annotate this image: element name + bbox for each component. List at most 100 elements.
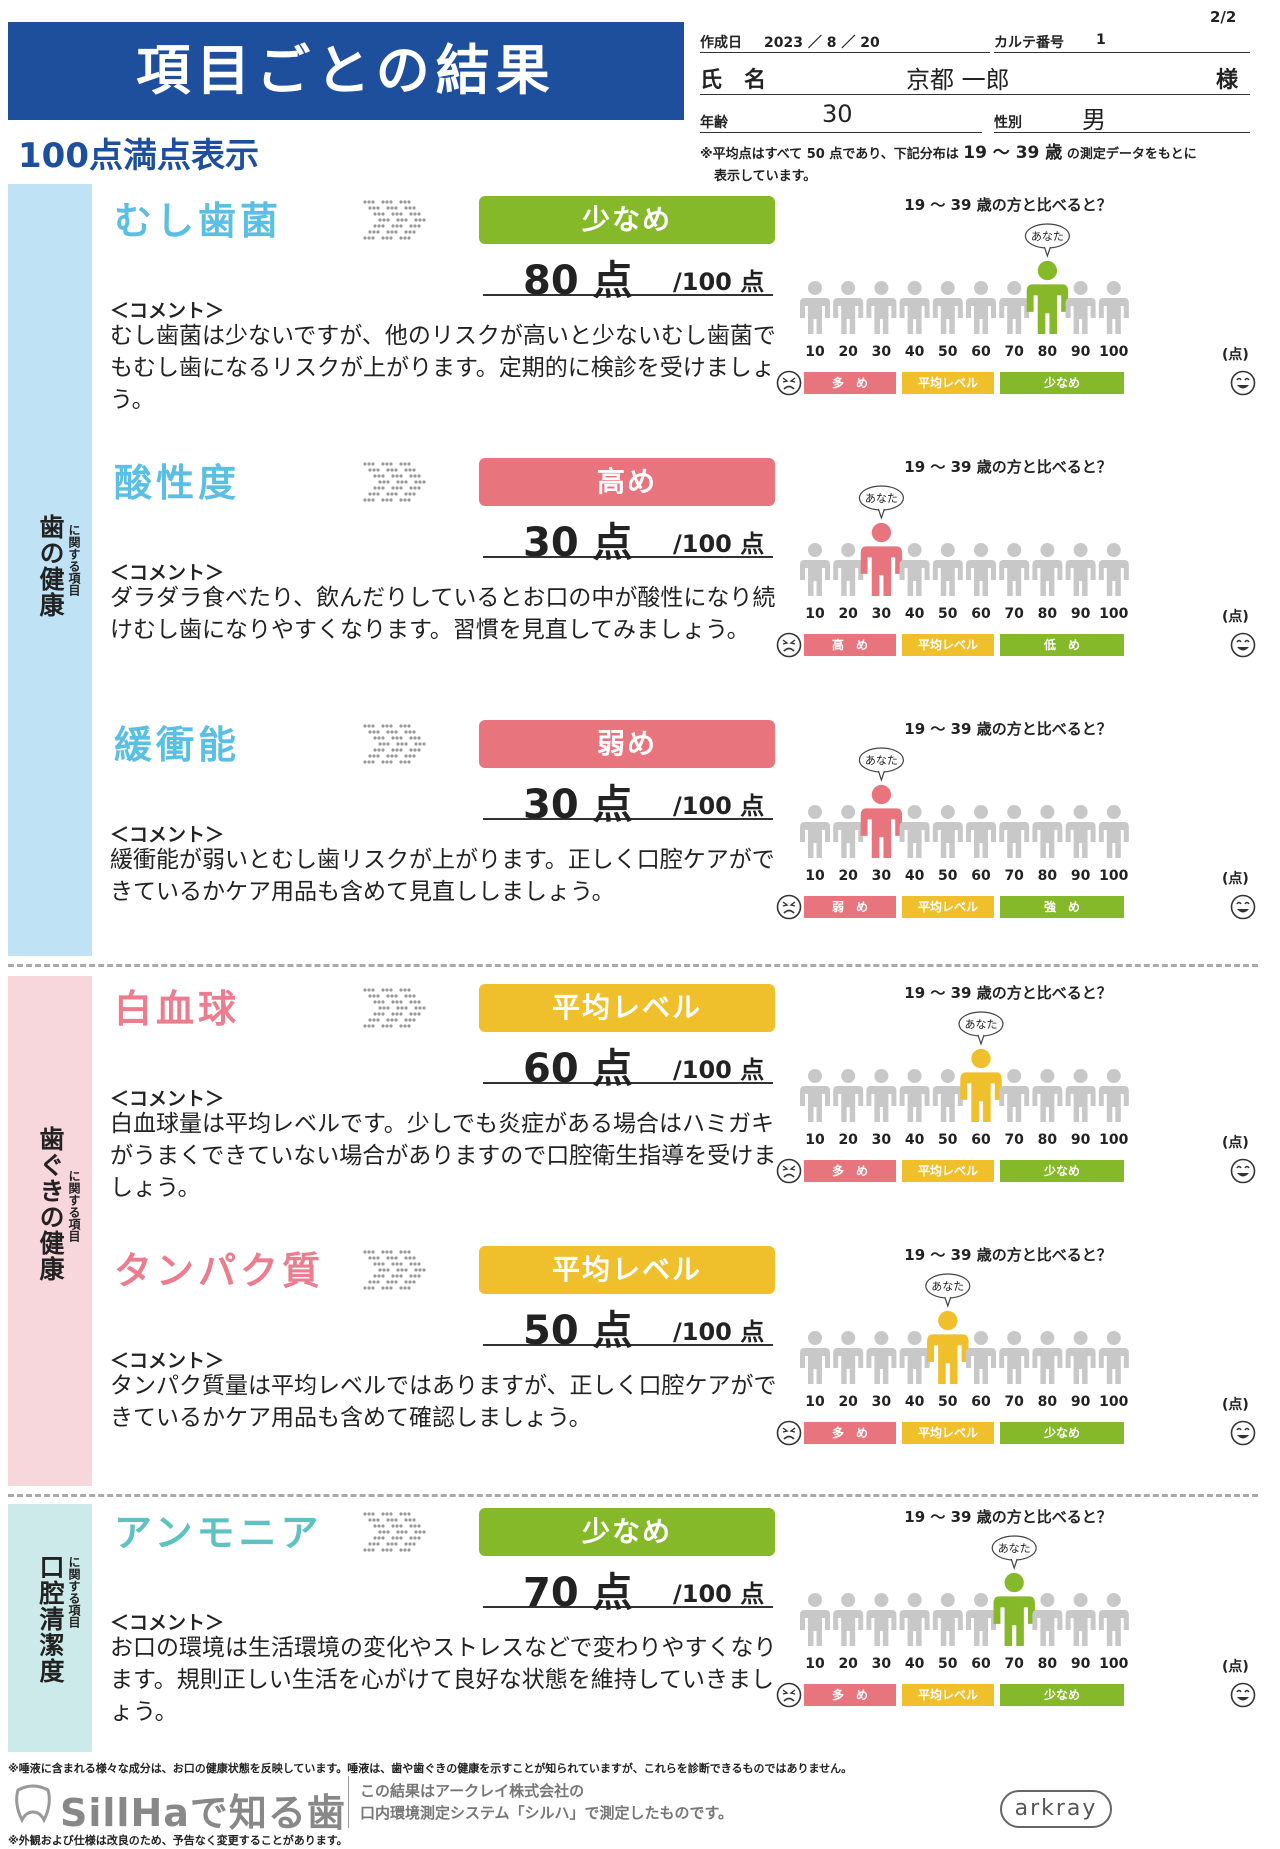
level-bar-high: 少なめ [1000,1684,1124,1706]
score-box: 50 点/100 点 [483,1296,773,1354]
you-figure-icon [927,1310,969,1384]
axis-tick-label: 90 [1070,868,1091,884]
score-value: 60 点 [523,1046,633,1092]
category-divider [8,964,1258,967]
axis-tick-label: 70 [1004,606,1024,622]
axis-tick-label: 40 [904,868,925,884]
person-figure-icon [1098,1069,1129,1122]
level-badge: 高め [479,458,775,506]
you-speech-bubble: あなた [1024,223,1070,258]
axis-tick-label: 60 [971,1656,991,1672]
chart-question: 19 〜 39 歳の方と比べると？ [904,720,1112,738]
score-value: 50 点 [523,1308,633,1354]
level-bar-high: 少なめ [1000,372,1124,394]
axis-tick-label: 70 [1004,1132,1024,1148]
axis-tick-label: 50 [938,344,958,360]
average-note-part1: ※平均点はすべて 50 点であり、下記分布は [700,147,959,162]
average-note-range: 19 〜 39 歳 [963,143,1063,163]
item-name: 緩衝能 [114,723,241,767]
axis-tick-label: 20 [838,344,858,360]
chevron-arrows-icon [361,1246,451,1298]
person-figure-icon [999,1069,1030,1122]
created-date-label: 作成日 [700,35,742,51]
comment-text: タンパク質量は平均レベルではありますが、正しく口腔ケアができているかケア用品も含… [110,1373,777,1431]
level-bar-average: 平均レベル [902,1160,994,1182]
smile-face-svg [1230,1158,1256,1184]
axis-tick-label: 60 [971,1132,991,1148]
people-figures: あなた [800,485,1129,596]
you-label: あなた [965,1018,998,1031]
person-figure-icon [866,1593,897,1646]
person-figure-icon [866,1069,897,1122]
sex-label: 性別 [994,115,1022,131]
axis-tick-label: 40 [904,1394,925,1410]
axis-tick-label: 50 [938,1132,958,1148]
comment-label: ＜コメント＞ [110,1350,225,1372]
axis-tick-label: 30 [871,1656,892,1672]
distribution-chart: 19 〜 39 歳の方と比べると？ あなた 10 20 30 40 50 60 70 80 90 10… [776,1496,1260,1758]
axis-tick-label: 70 [1004,344,1024,360]
person-figure-icon [1032,543,1063,596]
person-figure-icon [1065,1069,1096,1122]
person-figure-icon [966,281,996,334]
result-section: アンモニア 少なめ 70 点/100 点＜コメント＞ お口の環境は生活環境の変化やスト… [96,1496,1260,1758]
score-box: 80 点/100 点 [483,246,773,304]
you-figure-icon [860,522,903,596]
axis-tick-label: 80 [1037,1656,1058,1672]
person-figure-icon [1065,1331,1096,1384]
axis-tick-label: 30 [871,606,892,622]
worried-face-svg [776,370,802,396]
level-bar-average: 平均レベル [902,372,994,394]
score-axis: 10 20 30 40 50 60 70 80 90 100 (点) [796,1656,1260,1676]
axis-tick-label: 40 [904,1656,925,1672]
axis-tick-label: 50 [938,606,958,622]
distribution-chart: 19 〜 39 歳の方と比べると？ あなた 10 20 30 40 50 60 70 80 90 10… [776,708,1260,970]
axis-unit-label: (点) [1222,871,1249,887]
person-figure-icon [1032,1331,1063,1384]
person-figure-icon [932,805,963,858]
smile-face-icon [1230,1420,1256,1446]
person-figure-icon [899,1069,930,1122]
axis-tick-label: 20 [838,1394,858,1410]
worried-face-svg [776,1682,802,1708]
chart-number-label: カルテ番号 [994,35,1064,51]
people-figures: あなた [800,747,1129,858]
people-figures: あなた [800,1535,1129,1646]
axis-tick-label: 100 [1099,606,1129,622]
worried-face-svg [776,632,802,658]
person-figure-icon [833,805,864,858]
category-subtitle: に関する項目 [67,1556,81,1628]
result-section: 白血球 平均レベル 60 点/100 点＜コメント＞ 白血球量は平均レベルです。少しで… [96,972,1260,1234]
axis-tick-label: 80 [1037,1132,1058,1148]
person-figure-icon [1065,281,1096,334]
you-speech-bubble: あなた [925,1273,971,1308]
level-bar-average: 平均レベル [902,896,994,918]
chevron-arrows-icon [361,1508,451,1560]
score-box: 30 点/100 点 [483,770,773,828]
sillha-logo: SillHaで知る歯 [60,1791,346,1835]
category-divider [8,1494,1258,1497]
level-bar-low: 弱 め [804,896,896,918]
worried-face-svg [776,894,802,920]
person-figure-icon [899,1593,930,1646]
axis-tick-label: 10 [805,1656,825,1672]
person-figure-icon [800,281,830,334]
you-label: あなた [865,492,898,505]
person-figure-icon [1098,543,1129,596]
score-box: 70 点/100 点 [483,1558,773,1616]
axis-tick-label: 30 [871,868,892,884]
score-value: 70 点 [523,1570,633,1616]
smile-face-icon [1230,632,1256,658]
arkray-logo: arkray [1000,1790,1112,1828]
level-badge: 平均レベル [479,1246,775,1294]
axis-tick-label: 100 [1099,1656,1129,1672]
name-label: 氏 名 [700,68,767,93]
comment-text: 緩衝能が弱いとむし歯リスクが上がります。正しく口腔ケアができているかケア用品も含… [110,847,775,905]
level-badge: 少なめ [479,1508,775,1556]
footer-divider [348,1776,349,1828]
score-value: 80 点 [523,258,633,304]
distribution-chart: 19 〜 39 歳の方と比べると？ あなた 10 20 30 40 50 60 70 80 90 10… [776,184,1260,446]
person-figure-icon [932,1069,963,1122]
footer-description: 口内環境測定システム「シルハ」で測定したものです。 [360,1804,734,1822]
axis-tick-label: 90 [1070,1656,1091,1672]
